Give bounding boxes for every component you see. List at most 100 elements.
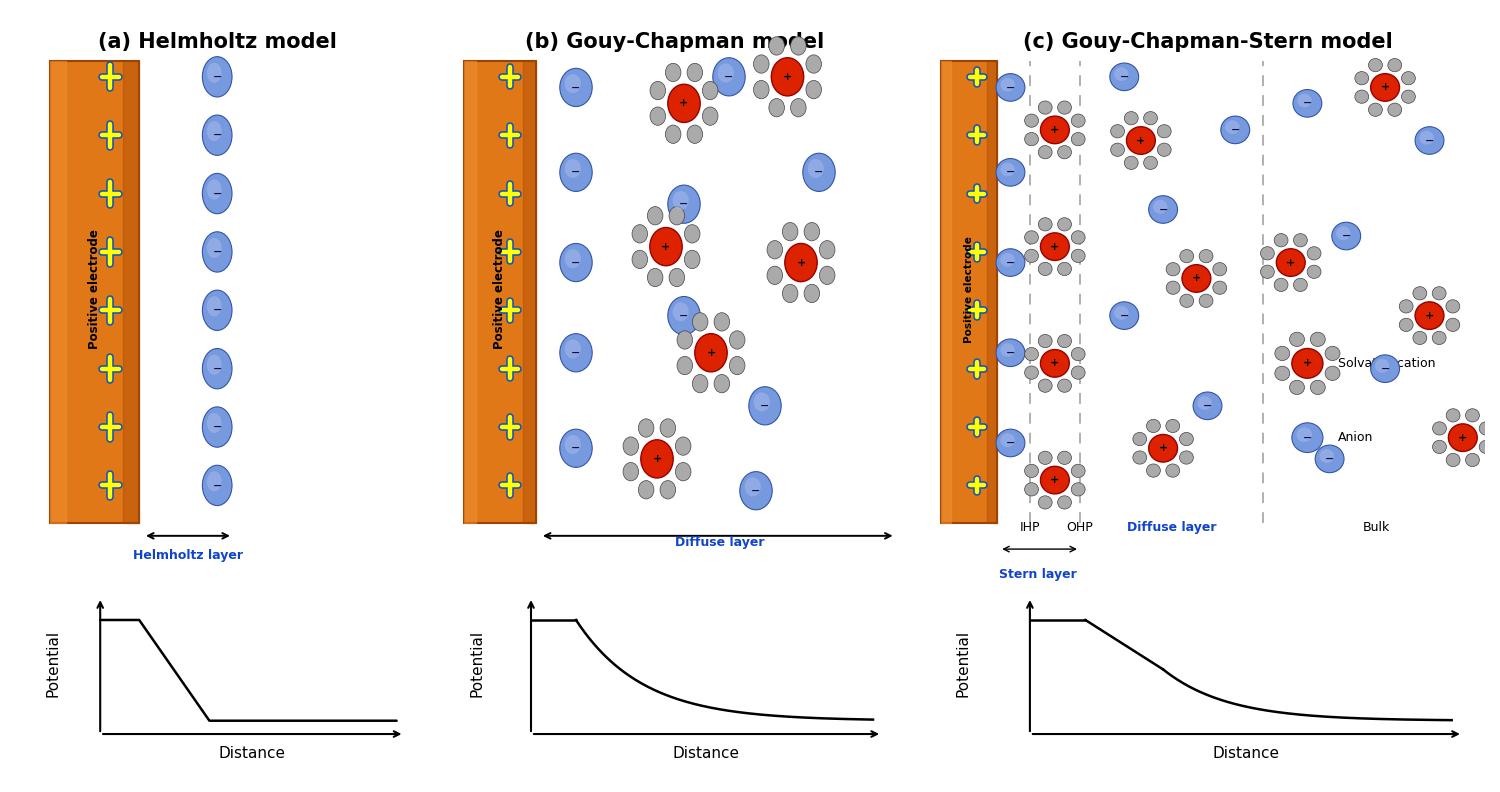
Circle shape	[560, 243, 592, 282]
Text: +: +	[652, 454, 662, 464]
Circle shape	[672, 191, 688, 210]
Circle shape	[784, 243, 818, 282]
Text: −: −	[760, 401, 770, 411]
Circle shape	[675, 463, 692, 481]
Circle shape	[1038, 496, 1052, 509]
Text: −: −	[1203, 401, 1212, 411]
Text: Positive electrode: Positive electrode	[494, 229, 506, 349]
Circle shape	[1110, 63, 1138, 90]
Circle shape	[1041, 233, 1070, 261]
Circle shape	[564, 249, 580, 268]
Circle shape	[1260, 265, 1275, 279]
Circle shape	[1180, 249, 1194, 263]
Bar	[123, 61, 140, 523]
Circle shape	[1071, 348, 1084, 360]
Circle shape	[1110, 143, 1125, 156]
Text: Diffuse layer: Diffuse layer	[675, 536, 765, 549]
Circle shape	[1226, 120, 1239, 134]
Text: +: +	[1380, 82, 1389, 93]
Circle shape	[560, 153, 592, 192]
Circle shape	[744, 478, 760, 497]
Circle shape	[1400, 318, 1413, 332]
Text: +: +	[662, 242, 670, 252]
Circle shape	[1000, 343, 1016, 357]
Circle shape	[783, 223, 798, 241]
Text: +: +	[1192, 273, 1202, 284]
Circle shape	[717, 63, 734, 82]
Circle shape	[560, 429, 592, 467]
Circle shape	[1214, 281, 1227, 295]
Circle shape	[996, 158, 1024, 186]
Circle shape	[1432, 440, 1446, 454]
Circle shape	[1158, 124, 1172, 138]
Circle shape	[753, 393, 770, 412]
Circle shape	[1214, 263, 1227, 276]
Circle shape	[1466, 409, 1479, 422]
Circle shape	[207, 63, 222, 83]
Bar	[522, 61, 536, 523]
Text: −: −	[680, 310, 688, 321]
Text: −: −	[572, 444, 580, 453]
Circle shape	[1110, 302, 1138, 329]
Circle shape	[1024, 464, 1038, 478]
Circle shape	[1414, 302, 1444, 329]
Text: Bulk: Bulk	[1364, 521, 1390, 535]
Text: −: −	[1324, 454, 1335, 464]
Circle shape	[1293, 89, 1322, 117]
Circle shape	[1000, 78, 1016, 92]
Text: −: −	[1302, 98, 1312, 109]
Text: Solvated cation: Solvated cation	[1338, 357, 1436, 370]
Circle shape	[676, 356, 693, 375]
Circle shape	[1071, 230, 1084, 244]
Text: −: −	[213, 130, 222, 140]
Circle shape	[564, 159, 580, 178]
Circle shape	[650, 107, 666, 125]
Circle shape	[202, 465, 232, 505]
Circle shape	[1143, 112, 1158, 125]
Text: OHP: OHP	[1066, 521, 1094, 535]
Circle shape	[1446, 318, 1460, 332]
Circle shape	[1413, 331, 1426, 345]
Circle shape	[996, 249, 1024, 276]
Circle shape	[648, 207, 663, 225]
Text: +: +	[1050, 358, 1059, 368]
Circle shape	[1198, 294, 1214, 307]
Text: +: +	[1425, 310, 1434, 321]
Circle shape	[1336, 227, 1350, 240]
Circle shape	[1058, 496, 1071, 509]
Circle shape	[684, 225, 700, 243]
Circle shape	[1038, 146, 1052, 159]
Text: Anion: Anion	[1338, 431, 1374, 444]
Circle shape	[1143, 156, 1158, 169]
Circle shape	[1024, 483, 1038, 496]
Circle shape	[1413, 287, 1426, 300]
Circle shape	[1166, 281, 1180, 295]
Text: +: +	[796, 257, 806, 268]
Circle shape	[771, 58, 804, 96]
Circle shape	[770, 36, 784, 55]
Text: +: +	[1050, 242, 1059, 252]
Circle shape	[622, 463, 639, 481]
Circle shape	[693, 375, 708, 393]
Circle shape	[1479, 440, 1492, 454]
Circle shape	[207, 413, 222, 433]
Circle shape	[1158, 143, 1172, 156]
Text: Potential: Potential	[46, 630, 62, 697]
Circle shape	[1071, 464, 1084, 478]
Circle shape	[790, 98, 806, 117]
Circle shape	[806, 55, 822, 73]
Circle shape	[1388, 59, 1401, 72]
Text: −: −	[1007, 82, 1016, 93]
Circle shape	[1058, 146, 1071, 159]
Circle shape	[996, 74, 1024, 101]
Circle shape	[1221, 116, 1250, 143]
Circle shape	[1290, 332, 1305, 346]
Circle shape	[668, 185, 700, 223]
Text: −: −	[1119, 310, 1130, 321]
Text: −: −	[213, 364, 222, 374]
Circle shape	[1071, 483, 1084, 496]
Circle shape	[648, 268, 663, 287]
Circle shape	[1446, 299, 1460, 313]
Circle shape	[202, 407, 232, 447]
Text: Helmholtz layer: Helmholtz layer	[134, 549, 243, 562]
